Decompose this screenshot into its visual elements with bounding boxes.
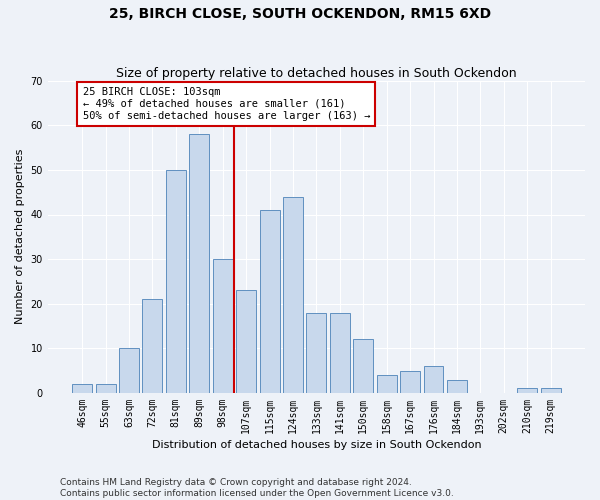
Bar: [330, 312, 350, 393]
Bar: [72, 384, 92, 393]
X-axis label: Distribution of detached houses by size in South Ockendon: Distribution of detached houses by size …: [152, 440, 481, 450]
Bar: [213, 259, 233, 393]
Bar: [377, 375, 397, 393]
Bar: [166, 170, 186, 393]
Bar: [353, 340, 373, 393]
Bar: [447, 380, 467, 393]
Bar: [142, 300, 163, 393]
Bar: [260, 210, 280, 393]
Bar: [517, 388, 537, 393]
Bar: [119, 348, 139, 393]
Bar: [307, 312, 326, 393]
Y-axis label: Number of detached properties: Number of detached properties: [15, 149, 25, 324]
Title: Size of property relative to detached houses in South Ockendon: Size of property relative to detached ho…: [116, 66, 517, 80]
Bar: [424, 366, 443, 393]
Bar: [236, 290, 256, 393]
Bar: [283, 196, 303, 393]
Text: Contains HM Land Registry data © Crown copyright and database right 2024.
Contai: Contains HM Land Registry data © Crown c…: [60, 478, 454, 498]
Bar: [400, 370, 420, 393]
Bar: [95, 384, 116, 393]
Bar: [190, 134, 209, 393]
Text: 25, BIRCH CLOSE, SOUTH OCKENDON, RM15 6XD: 25, BIRCH CLOSE, SOUTH OCKENDON, RM15 6X…: [109, 8, 491, 22]
Text: 25 BIRCH CLOSE: 103sqm
← 49% of detached houses are smaller (161)
50% of semi-de: 25 BIRCH CLOSE: 103sqm ← 49% of detached…: [83, 88, 370, 120]
Bar: [541, 388, 560, 393]
